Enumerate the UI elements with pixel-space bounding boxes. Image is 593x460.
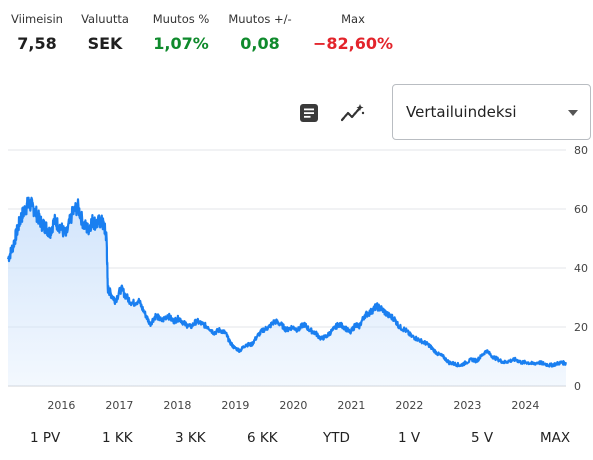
x-tick-label: 2019 <box>221 399 249 412</box>
stat-last: Viimeisin 7,58 <box>8 12 66 53</box>
stat-max: Max −82,60% <box>308 12 398 53</box>
stat-value: 7,58 <box>17 34 57 53</box>
range-ytd[interactable]: YTD <box>323 430 350 446</box>
y-tick-label: 0 <box>574 380 581 393</box>
stat-label: Muutos % <box>152 12 210 26</box>
x-tick-label: 2017 <box>105 399 133 412</box>
x-tick-label: 2023 <box>453 399 481 412</box>
stat-value: 1,07% <box>153 34 209 53</box>
stat-change-abs: Muutos +/- 0,08 <box>224 12 296 53</box>
x-tick-label: 2018 <box>163 399 191 412</box>
x-tick-label: 2024 <box>511 399 539 412</box>
x-tick-label: 2020 <box>279 399 307 412</box>
range-1y[interactable]: 1 V <box>398 430 421 446</box>
time-range-selector: 1 PV 1 KK 3 KK 6 KK YTD 1 V 5 V MAX <box>0 430 593 450</box>
y-tick-label: 20 <box>574 321 588 334</box>
stat-label: Muutos +/- <box>228 12 292 26</box>
x-tick-label: 2021 <box>337 399 365 412</box>
comparison-index-value: Vertailuindeksi <box>406 103 517 121</box>
chevron-down-icon <box>568 110 578 116</box>
chart-area <box>6 196 567 386</box>
range-6m[interactable]: 6 KK <box>247 430 278 446</box>
y-tick-label: 60 <box>574 203 588 216</box>
x-axis: 2016 2017 2018 2019 2020 2021 2022 2023 2024 <box>47 399 539 412</box>
stat-label: Valuutta <box>81 12 129 26</box>
stat-label: Viimeisin <box>11 12 63 26</box>
stat-value: SEK <box>87 34 123 53</box>
stat-value: 0,08 <box>240 34 280 53</box>
x-tick-label: 2022 <box>395 399 423 412</box>
comparison-index-select[interactable]: Vertailuindeksi <box>392 84 591 140</box>
series-area-fill <box>8 197 566 386</box>
stat-label: Max <box>341 12 365 26</box>
line-sparkle-icon[interactable] <box>340 100 366 126</box>
stat-change-percent: Muutos % 1,07% <box>148 12 214 53</box>
range-1d[interactable]: 1 PV <box>30 430 61 446</box>
range-3m[interactable]: 3 KK <box>175 430 206 446</box>
document-lines-icon[interactable] <box>296 100 322 126</box>
stat-value: −82,60% <box>312 34 394 53</box>
y-tick-label: 80 <box>574 144 588 157</box>
range-1m[interactable]: 1 KK <box>102 430 133 446</box>
x-tick-label: 2016 <box>47 399 75 412</box>
stat-currency: Valuutta SEK <box>76 12 134 53</box>
range-5y[interactable]: 5 V <box>471 430 494 446</box>
series-line <box>6 196 567 368</box>
range-max[interactable]: MAX <box>540 430 571 446</box>
y-tick-label: 40 <box>574 262 588 275</box>
y-axis: 0 20 40 60 80 <box>574 144 588 393</box>
